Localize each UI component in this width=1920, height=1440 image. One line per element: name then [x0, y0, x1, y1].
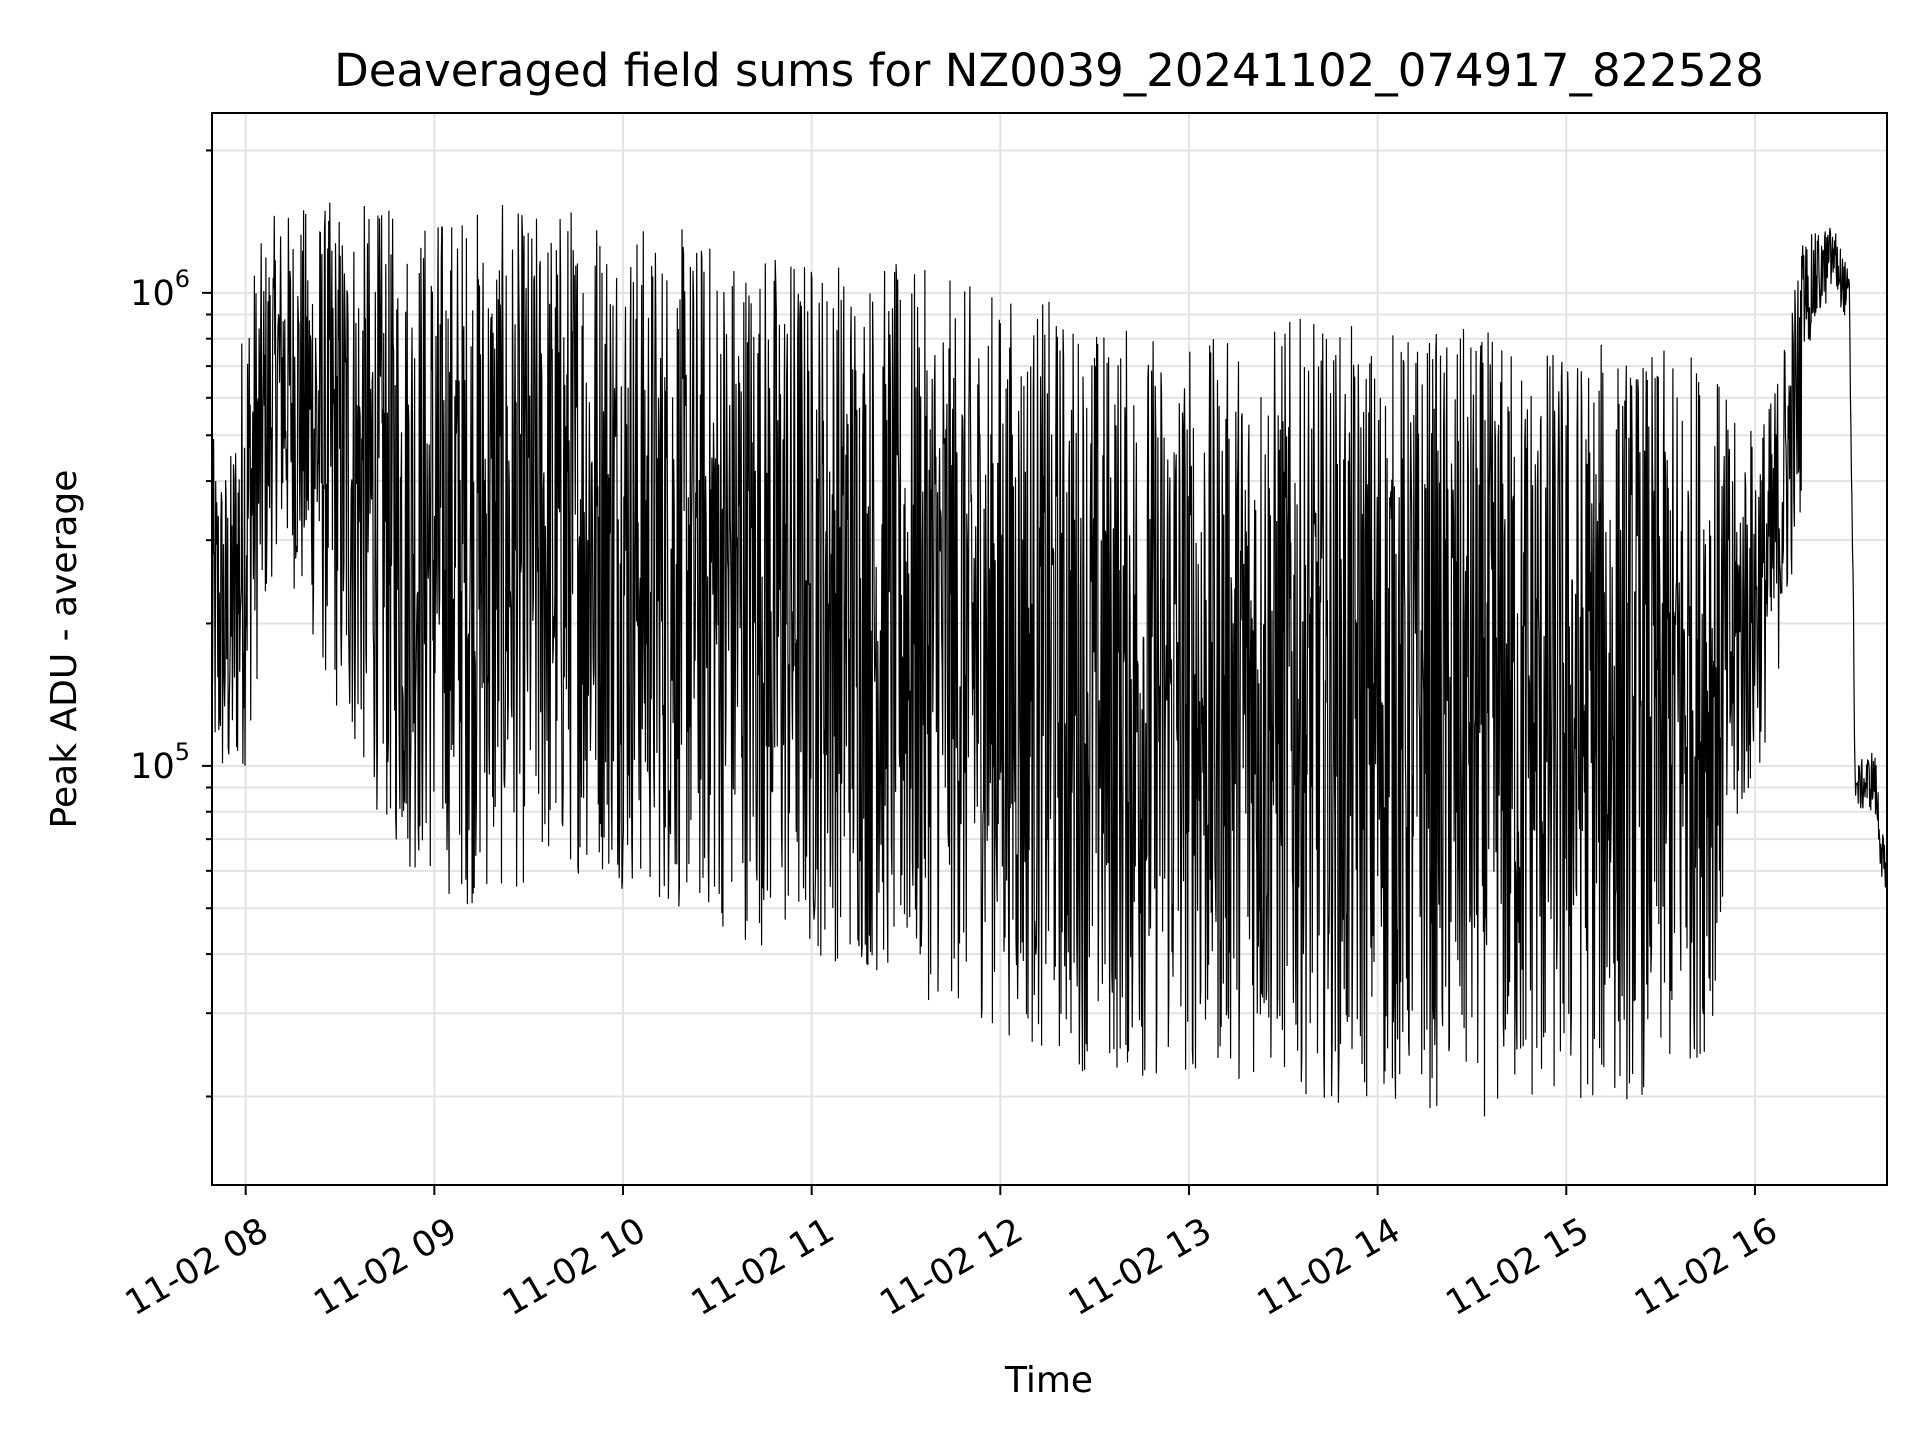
y-tick-label: 105: [130, 738, 190, 787]
plot-frame: [211, 112, 1888, 1186]
y-tick-label: 106: [130, 265, 190, 314]
y-axis-label: Peak ADU - average: [44, 470, 85, 829]
series-path: [211, 202, 1888, 1117]
x-axis-label: Time: [1004, 1360, 1093, 1401]
y-axis-ticks: 105 106: [130, 149, 212, 1098]
chart-title: Deaveraged field sums for NZ0039_2024110…: [334, 44, 1764, 97]
series-line: [211, 202, 1888, 1117]
